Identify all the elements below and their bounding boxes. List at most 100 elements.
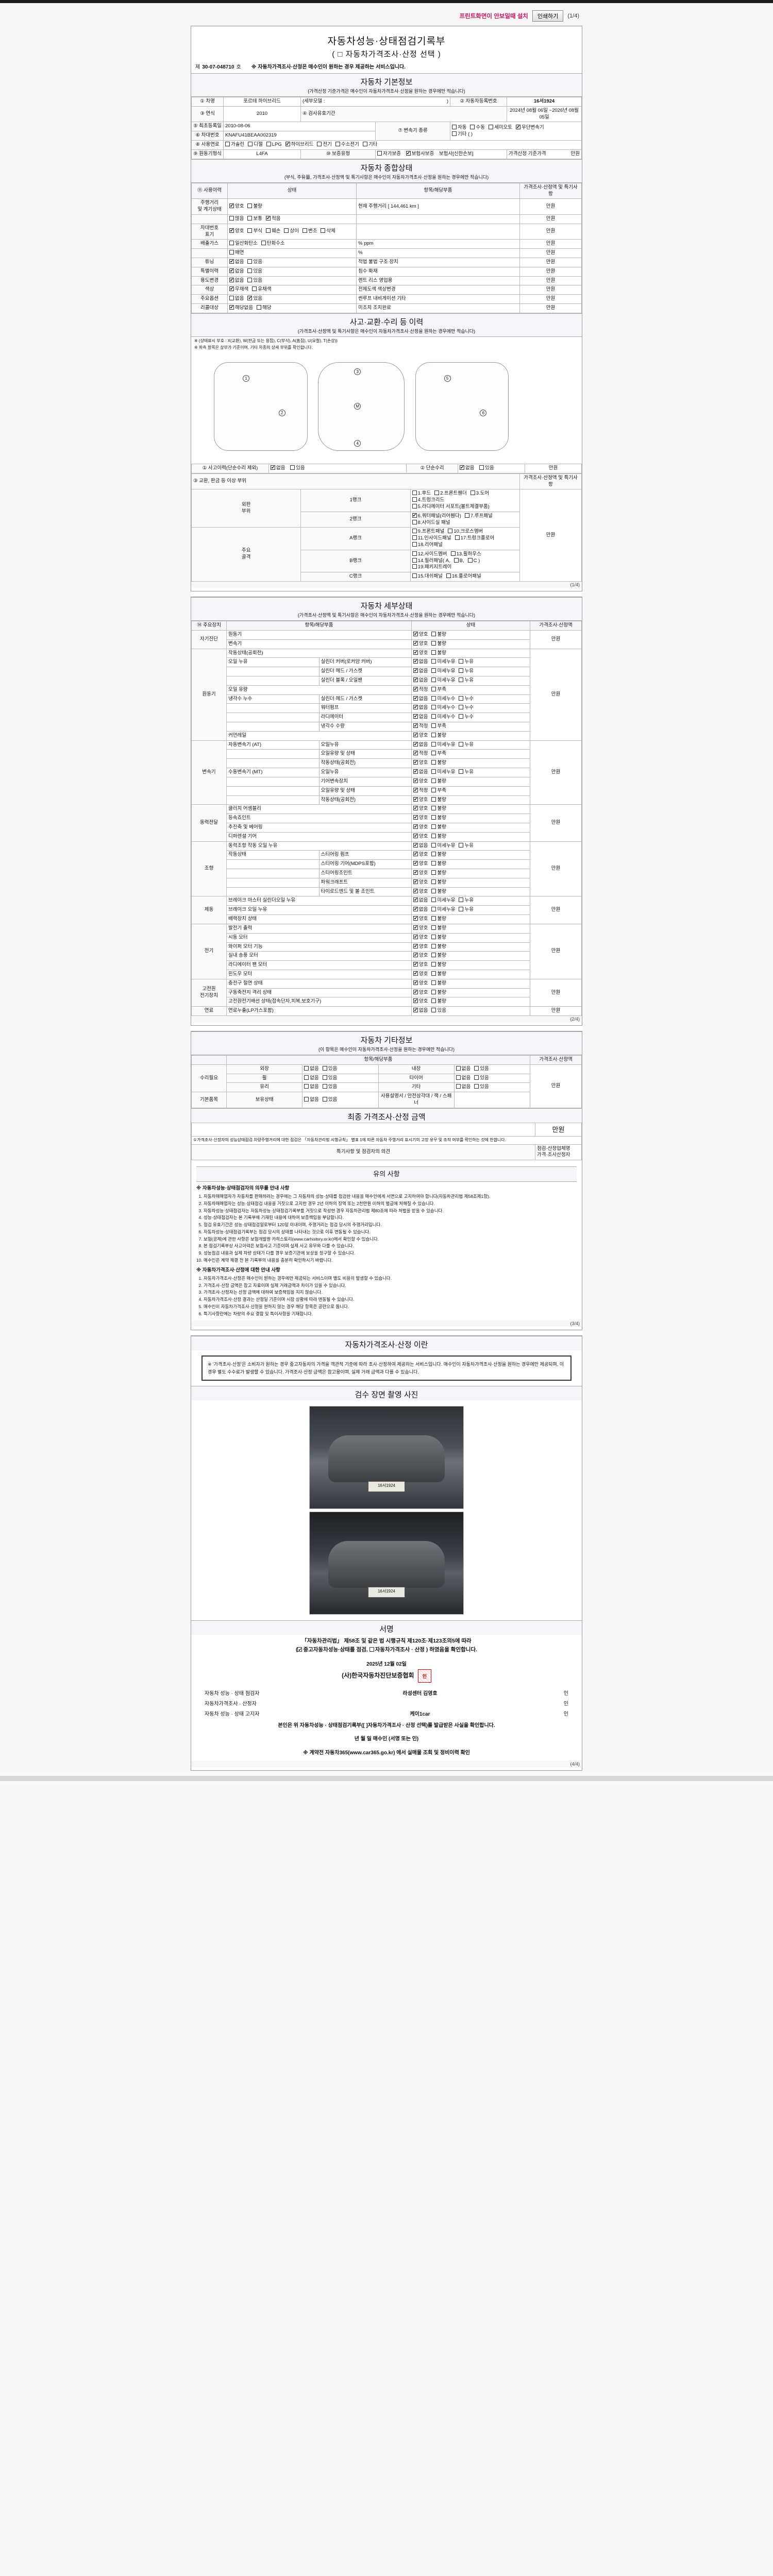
detail-state-2-6[interactable]: 양호 불량 (411, 795, 530, 805)
rank-3-option-5[interactable]: 19.패키지트레이 (412, 564, 451, 571)
etc-2-option-1[interactable]: 있음 (322, 1084, 337, 1091)
detail-state-1-5[interactable]: 없음 미세누수 누수 (411, 694, 530, 704)
d-2-1-option-0[interactable]: 적정 (413, 750, 428, 757)
warranty-self-option[interactable]: 자가보증 (377, 150, 401, 158)
d-0-1-option-1[interactable]: 불량 (431, 640, 446, 648)
d-1-1-checkbox-0[interactable] (413, 658, 418, 664)
fuel-checkbox-5[interactable] (335, 142, 340, 147)
d-5-0-option-1[interactable]: 미세누유 (431, 897, 455, 904)
detail-state-2-1[interactable]: 적정 부족 (411, 749, 530, 759)
overall-4-option-0[interactable]: 매연 (229, 250, 244, 257)
rank-1-checkbox-2[interactable] (412, 519, 417, 524)
d-1-6-option-0[interactable]: 없음 (413, 704, 428, 711)
fuel-checkbox-2[interactable] (266, 142, 271, 147)
etc2-1-checkbox-0[interactable] (456, 1075, 461, 1080)
rank-1-option-0[interactable]: 6.쿼터패널(리어휀다) (412, 512, 461, 520)
overall-state-0[interactable]: 양호 불량 (227, 198, 357, 215)
detail-state-6-4[interactable]: 양호 불량 (411, 960, 530, 970)
d-2-5-option-0[interactable]: 적정 (413, 787, 428, 794)
detail-state-1-8[interactable]: 적정 부족 (411, 722, 530, 732)
d-6-1-option-0[interactable]: 양호 (413, 934, 428, 941)
d-6-3-option-1[interactable]: 불량 (431, 953, 446, 959)
check-performance[interactable] (297, 1646, 303, 1653)
d-2-5-checkbox-1[interactable] (431, 787, 436, 792)
fuel-checkbox-0[interactable] (225, 142, 230, 147)
fuel-option-4[interactable]: 전기 (317, 142, 332, 148)
overall-9-option-0[interactable]: 없음 (229, 296, 244, 302)
detail-state-1-6[interactable]: 없음 미세누수 누수 (411, 703, 530, 714)
rank-items-3[interactable]: 12.사이드멤버 13.휠하우스 14.필러패널( A, B, C ) 19.패키지트레이 (410, 549, 520, 573)
d-1-3-option-0[interactable]: 없음 (413, 676, 428, 684)
fuel-checkbox-1[interactable] (248, 142, 253, 147)
overall-9-checkbox-1[interactable] (247, 295, 253, 301)
overall-5-checkbox-0[interactable] (229, 258, 234, 264)
d-7-2-option-0[interactable]: 양호 (413, 997, 428, 1005)
d-1-3-option-1[interactable]: 미세누유 (431, 677, 455, 684)
detail-state-2-3[interactable]: 없음 미세누유 누유 (411, 768, 530, 777)
rank-0-checkbox-0[interactable] (412, 490, 417, 496)
d-1-3-option-2[interactable]: 누유 (459, 677, 474, 684)
etc-1-checkbox-1[interactable] (322, 1075, 327, 1080)
overall-8-checkbox-1[interactable] (252, 286, 257, 292)
d-3-0-checkbox-0[interactable] (413, 805, 418, 811)
d-1-7-checkbox-2[interactable] (459, 714, 464, 719)
d-1-2-checkbox-2[interactable] (459, 668, 464, 673)
d-4-0-option-2[interactable]: 누유 (459, 842, 474, 850)
overall-3-checkbox-1[interactable] (261, 241, 266, 246)
etc-0-option-0[interactable]: 없음 (304, 1065, 319, 1073)
d-5-1-option-2[interactable]: 누유 (459, 907, 474, 913)
d-3-3-checkbox-0[interactable] (413, 833, 418, 839)
d-6-2-option-1[interactable]: 불량 (431, 943, 446, 951)
d-2-0-option-0[interactable]: 없음 (413, 741, 428, 749)
fuel-option-5[interactable]: 수소전기 (335, 142, 359, 148)
overall-2-option-0[interactable]: 양호 (229, 227, 244, 235)
d-5-2-option-1[interactable]: 불량 (431, 916, 446, 923)
check-price-survey[interactable] (369, 1647, 374, 1652)
detail-state-1-7[interactable]: 없음 미세누수 누수 (411, 713, 530, 722)
etc-opts-3[interactable]: 없음 있음 (302, 1092, 379, 1108)
d-3-0-checkbox-1[interactable] (431, 806, 436, 811)
d-4-3-checkbox-0[interactable] (413, 869, 418, 875)
d-2-3-option-1[interactable]: 미세누유 (431, 769, 455, 776)
d-2-1-checkbox-1[interactable] (431, 751, 436, 756)
overall-state-2[interactable]: 양호 부식 훼손 상이 변조 삭제 (227, 223, 357, 240)
etc-opts2-1[interactable]: 없음 있음 (453, 1073, 531, 1083)
overall-2-option-4[interactable]: 변조 (302, 228, 317, 235)
d-3-3-checkbox-1[interactable] (431, 833, 436, 838)
fuel-option-6[interactable]: 기타 (362, 142, 377, 148)
trans-checkbox-1[interactable] (470, 124, 475, 129)
rank-0-option-4[interactable]: 5.라디에이터 서포트(볼트체결부품) (412, 503, 490, 511)
simple-has-checkbox[interactable] (479, 465, 484, 470)
detail-state-4-4[interactable]: 양호 불량 (411, 877, 530, 888)
etc-opts2-2[interactable]: 없음 있음 (453, 1082, 531, 1093)
overall-4-checkbox-0[interactable] (229, 250, 234, 255)
rank-3-option-2[interactable]: 14.필러패널( A, (412, 557, 450, 565)
d-4-5-checkbox-0[interactable] (413, 888, 418, 894)
d-5-0-option-0[interactable]: 없음 (413, 896, 428, 904)
trans-option-3[interactable]: 무단변속기 (515, 124, 544, 131)
d-7-1-checkbox-0[interactable] (413, 989, 418, 995)
rank-2-checkbox-3[interactable] (455, 535, 460, 540)
rank-1-option-2[interactable]: 8.사이드실 패널 (412, 519, 450, 527)
d-2-4-checkbox-0[interactable] (413, 777, 418, 784)
d-6-2-checkbox-1[interactable] (431, 943, 436, 948)
overall-2-checkbox-1[interactable] (247, 228, 253, 233)
detail-state-3-0[interactable]: 양호 불량 (411, 804, 530, 815)
d-1-9-checkbox-0[interactable] (413, 732, 418, 738)
d-2-4-option-1[interactable]: 불량 (431, 778, 446, 785)
overall-6-option-0[interactable]: 없음 (229, 267, 244, 275)
d-1-7-checkbox-0[interactable] (413, 713, 418, 719)
trans-other-checkbox[interactable] (452, 131, 457, 136)
detail-state-5-0[interactable]: 없음 미세누유 누유 (411, 896, 530, 906)
trans-checkbox-2[interactable] (488, 124, 493, 129)
d-2-0-checkbox-0[interactable] (413, 741, 418, 747)
etc-opts-2[interactable]: 없음 있음 (302, 1082, 379, 1093)
detail-state-0-1[interactable]: 양호 불량 (411, 639, 530, 649)
overall-state-6[interactable]: 없음 있음 (227, 266, 357, 277)
d-5-1-checkbox-0[interactable] (413, 906, 418, 912)
d-4-3-option-0[interactable]: 양호 (413, 869, 428, 877)
d-3-2-option-1[interactable]: 불량 (431, 824, 446, 831)
d-2-4-checkbox-1[interactable] (431, 778, 436, 783)
etc2-1-option-1[interactable]: 있음 (474, 1075, 489, 1082)
overall-state-10[interactable]: 해당없음 해당 (227, 303, 357, 313)
